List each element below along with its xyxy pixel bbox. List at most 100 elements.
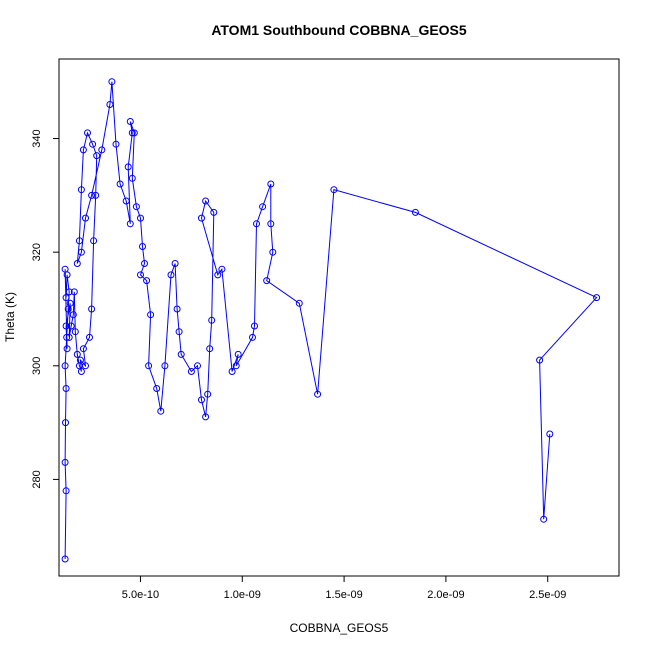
data-point	[173, 305, 181, 313]
x-axis-label: COBBNA_GEOS5	[290, 621, 389, 635]
data-point	[70, 288, 78, 296]
data-point	[267, 220, 275, 228]
data-point	[76, 356, 84, 364]
data-point	[177, 350, 185, 358]
data-point	[82, 214, 89, 222]
data-point	[61, 265, 69, 273]
data-point	[330, 186, 338, 194]
data-point	[62, 487, 70, 495]
data-point	[132, 203, 140, 211]
data-point	[66, 299, 74, 307]
data-point	[126, 220, 134, 228]
data-point	[92, 191, 100, 199]
data-point	[139, 243, 146, 250]
x-tick-label: 5.0e-10	[122, 589, 159, 601]
series-line	[64, 81, 598, 560]
data-point	[411, 208, 419, 216]
data-point	[314, 390, 322, 398]
data-point	[82, 362, 89, 370]
data-point	[204, 390, 212, 398]
data-point	[79, 146, 87, 154]
data-point	[267, 180, 275, 188]
data-point	[546, 430, 554, 438]
data-point	[295, 299, 303, 307]
x-tick-label: 2.5e-09	[529, 589, 566, 601]
data-point	[93, 152, 101, 160]
data-point	[126, 118, 134, 125]
data-point	[253, 220, 260, 228]
data-point	[112, 140, 120, 148]
data-point	[232, 362, 240, 370]
data-point	[108, 78, 116, 86]
data-point	[593, 294, 601, 302]
y-tick-label: 280	[31, 470, 43, 488]
data-point	[269, 248, 277, 256]
data-point	[540, 515, 548, 523]
data-point	[84, 129, 91, 137]
data-point	[71, 328, 79, 336]
data-point	[65, 333, 73, 341]
data-point	[214, 271, 222, 279]
data-point	[62, 294, 70, 302]
data-point	[251, 322, 258, 330]
data-point	[86, 333, 93, 341]
data-point	[167, 271, 175, 279]
data-point	[61, 458, 69, 466]
data-point	[62, 385, 70, 392]
data-point	[116, 180, 124, 188]
data-point	[161, 362, 169, 370]
data-point	[249, 333, 256, 341]
data-point	[67, 322, 75, 330]
data-point	[75, 237, 83, 245]
data-point	[536, 356, 544, 364]
data-point	[143, 277, 151, 285]
data-point	[77, 186, 85, 194]
x-axis: 5.0e-10 1.0e-09 1.5e-09 2.0e-09 2.5e-09	[122, 576, 566, 601]
data-point	[210, 208, 218, 216]
data-point	[157, 407, 165, 415]
data-point	[153, 385, 161, 392]
data-point	[122, 197, 130, 205]
data-point	[79, 345, 87, 353]
data-point	[171, 260, 179, 267]
data-point	[98, 146, 106, 154]
data-point	[90, 237, 98, 245]
y-tick-label: 320	[31, 243, 43, 261]
data-point	[128, 129, 136, 137]
data-point	[208, 316, 216, 324]
x-tick-label: 1.5e-09	[325, 589, 362, 601]
data-point	[61, 362, 69, 370]
data-point	[187, 368, 195, 375]
data-point	[147, 311, 155, 319]
data-point	[63, 345, 71, 353]
y-tick-label: 300	[31, 357, 43, 375]
data-point	[65, 288, 73, 296]
y-axis: 280 300 320 340	[31, 129, 59, 489]
data-point	[73, 350, 81, 358]
plot-frame	[58, 58, 620, 577]
x-tick-label: 2.0e-09	[427, 589, 464, 601]
data-point	[259, 203, 267, 211]
data-point	[137, 214, 144, 222]
data-point	[202, 197, 210, 205]
data-point	[137, 271, 144, 279]
data-point	[130, 129, 138, 137]
data-series	[61, 78, 601, 563]
data-point	[88, 191, 96, 199]
data-point	[175, 328, 183, 336]
data-point	[194, 362, 201, 370]
data-point	[234, 350, 242, 358]
data-point	[62, 322, 70, 330]
data-point	[145, 362, 153, 370]
data-point	[206, 345, 214, 353]
data-point	[128, 174, 136, 182]
data-point	[88, 305, 96, 313]
data-point	[202, 413, 210, 421]
y-tick-label: 340	[31, 129, 43, 147]
data-point	[198, 396, 205, 404]
data-point	[77, 248, 85, 256]
data-point	[69, 311, 77, 319]
x-tick-label: 1.0e-09	[224, 589, 261, 601]
